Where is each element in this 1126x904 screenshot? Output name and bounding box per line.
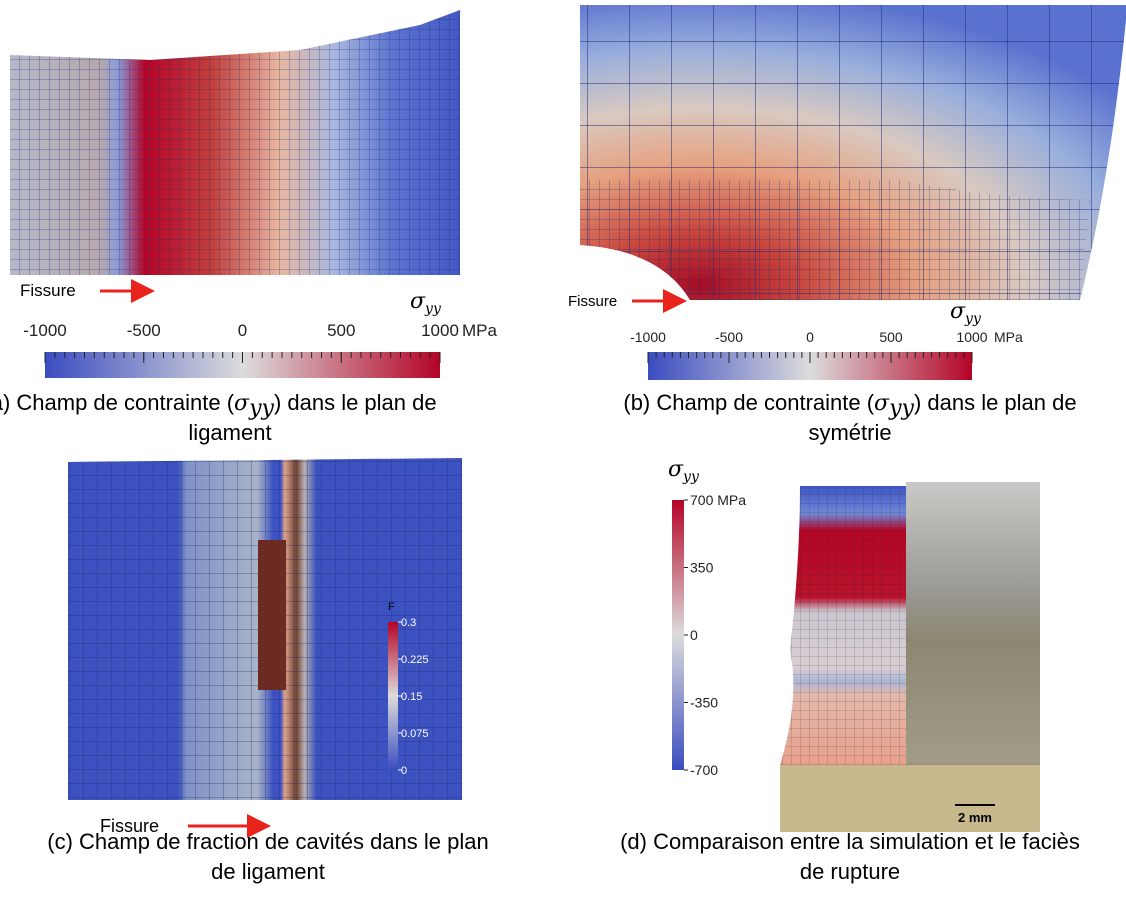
annotation: Fissure [568,293,617,310]
tick-label: 350 [690,559,714,575]
scale-bar-label: 2 mm [958,810,992,825]
tick-label: 0.075 [401,728,429,740]
unit-label: MPa [462,321,498,340]
tick-label: 1000 [956,329,987,345]
panel-c: Fissure (c) Champ de fraction de cavités… [47,458,489,884]
colorbar-symbol: σ [950,299,966,324]
tick-label: 0.3 [401,617,416,629]
tick-label: 0 [806,329,814,345]
tick-label: 0.225 [401,654,429,666]
colorbar-gradient [672,500,684,770]
colorbar-subscript: yy [964,311,982,327]
colorbar-subscript: yy [424,301,442,317]
tick-label: -700 [690,762,718,778]
photo-base [780,765,1040,832]
colorbar-label: σyy [950,299,982,327]
tick-label: 1000 [421,321,459,340]
panel-b: Fissure (b) Champ de contrainte (σyy) da… [568,5,1126,445]
tick-label: 500 [327,321,355,340]
tick-label: 0 [401,765,407,777]
caption: de rupture [800,859,900,884]
caption: de ligament [211,859,325,884]
caption: ligament [188,420,271,445]
tick-label: -1000 [630,329,666,345]
tick-label: -1000 [23,321,66,340]
panel-a: Fissure (a) Champ de contrainte (σyy) da… [0,10,460,445]
caption: (b) Champ de contrainte (σyy) dans le pl… [623,390,1076,421]
tick-label: 500 [879,329,903,345]
mesh-grid [780,486,906,765]
colorbar: F 0.3 0.225 0.15 0.075 0 [388,601,429,777]
colorbar-label: σyy [410,289,442,317]
panel-d: 2 mm (d) Comparaison entre la simulation… [620,482,1080,884]
colorbar: σyy -1000 -500 0 500 1000 MPa [630,299,1023,380]
caption: (a) Champ de contrainte (σyy) dans le pl… [0,390,437,421]
colorbar-subscript: yy [682,469,700,485]
caption: (c) Champ de fraction de cavités dans le… [47,829,488,854]
crack-face [258,540,286,690]
tick-label: 0 [238,321,247,340]
tick-label: 700 MPa [690,492,746,508]
caption: symétrie [808,420,891,445]
annotation: Fissure [100,816,159,836]
colorbar-symbol: F [388,601,395,613]
annotation: Fissure [20,281,76,300]
colorbar: σyy 700 MPa 350 0 -350 -700 [668,457,746,778]
tick-label: 0 [690,627,698,643]
mesh-grid [10,10,460,275]
colorbar-symbol: σ [668,457,684,482]
caption: (d) Comparaison entre la simulation et l… [620,829,1080,854]
tick-label: -350 [690,694,718,710]
colorbar-label: F [388,601,395,613]
mesh-fine [580,180,1090,300]
colorbar: σyy -1000 -500 0 500 1000 MPa [23,289,498,378]
colorbar-symbol: σ [410,289,426,314]
unit-label: MPa [994,329,1023,345]
colorbar-label: σyy [668,457,700,485]
tick-label: -500 [127,321,161,340]
colorbar-gradient [388,622,398,770]
tick-label: 0.15 [401,691,422,703]
tick-label: -500 [715,329,743,345]
